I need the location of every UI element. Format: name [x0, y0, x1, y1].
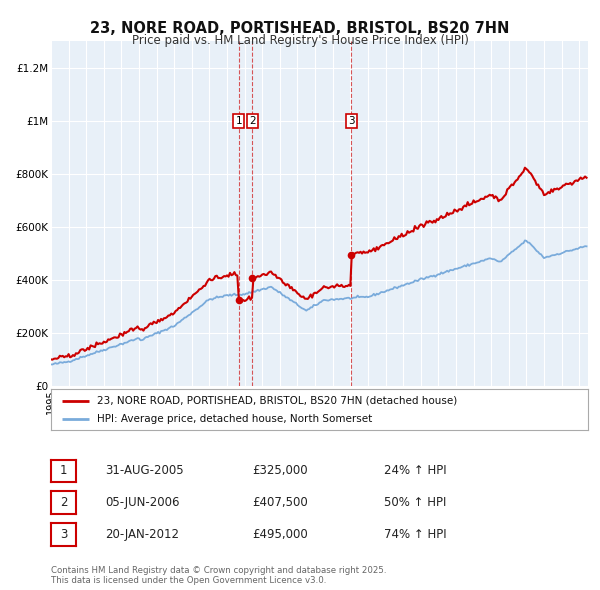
Text: HPI: Average price, detached house, North Somerset: HPI: Average price, detached house, Nort… — [97, 415, 372, 424]
Text: 74% ↑ HPI: 74% ↑ HPI — [384, 528, 446, 541]
Text: Contains HM Land Registry data © Crown copyright and database right 2025.
This d: Contains HM Land Registry data © Crown c… — [51, 566, 386, 585]
Text: £325,000: £325,000 — [252, 464, 308, 477]
Text: £495,000: £495,000 — [252, 528, 308, 541]
Text: 1: 1 — [235, 116, 242, 126]
Text: £407,500: £407,500 — [252, 496, 308, 509]
Text: 50% ↑ HPI: 50% ↑ HPI — [384, 496, 446, 509]
Text: 1: 1 — [60, 464, 67, 477]
Text: 24% ↑ HPI: 24% ↑ HPI — [384, 464, 446, 477]
Text: 3: 3 — [348, 116, 355, 126]
Text: 2: 2 — [60, 496, 67, 509]
Text: Price paid vs. HM Land Registry's House Price Index (HPI): Price paid vs. HM Land Registry's House … — [131, 34, 469, 47]
Text: 23, NORE ROAD, PORTISHEAD, BRISTOL, BS20 7HN: 23, NORE ROAD, PORTISHEAD, BRISTOL, BS20… — [91, 21, 509, 35]
Text: 31-AUG-2005: 31-AUG-2005 — [105, 464, 184, 477]
Text: 20-JAN-2012: 20-JAN-2012 — [105, 528, 179, 541]
Text: 2: 2 — [249, 116, 256, 126]
Text: 23, NORE ROAD, PORTISHEAD, BRISTOL, BS20 7HN (detached house): 23, NORE ROAD, PORTISHEAD, BRISTOL, BS20… — [97, 396, 457, 406]
Text: 05-JUN-2006: 05-JUN-2006 — [105, 496, 179, 509]
Text: 3: 3 — [60, 528, 67, 541]
